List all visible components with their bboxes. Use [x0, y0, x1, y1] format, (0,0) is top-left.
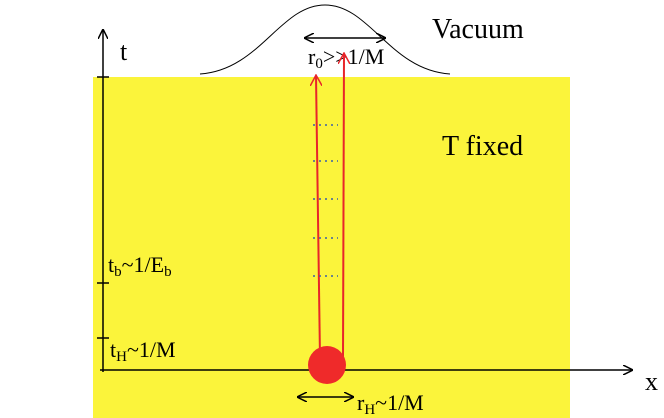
t-axis-label: t [120, 37, 128, 66]
x-axis-label: x [645, 367, 658, 396]
worldline [343, 54, 344, 359]
tH-label: tH~1/M [110, 337, 176, 365]
gaussian-curve [199, 4, 451, 75]
r0-label: r0>>1/M [308, 44, 384, 72]
black-hole [308, 346, 346, 384]
thermal-label: T fixed [442, 131, 523, 162]
rH-label: rH~1/M [357, 390, 424, 418]
vacuum-label: Vacuum [432, 14, 524, 45]
dotted-rungs [313, 124, 338, 277]
tb-label: tb~1/Eb [108, 252, 172, 280]
worldline [316, 76, 320, 359]
